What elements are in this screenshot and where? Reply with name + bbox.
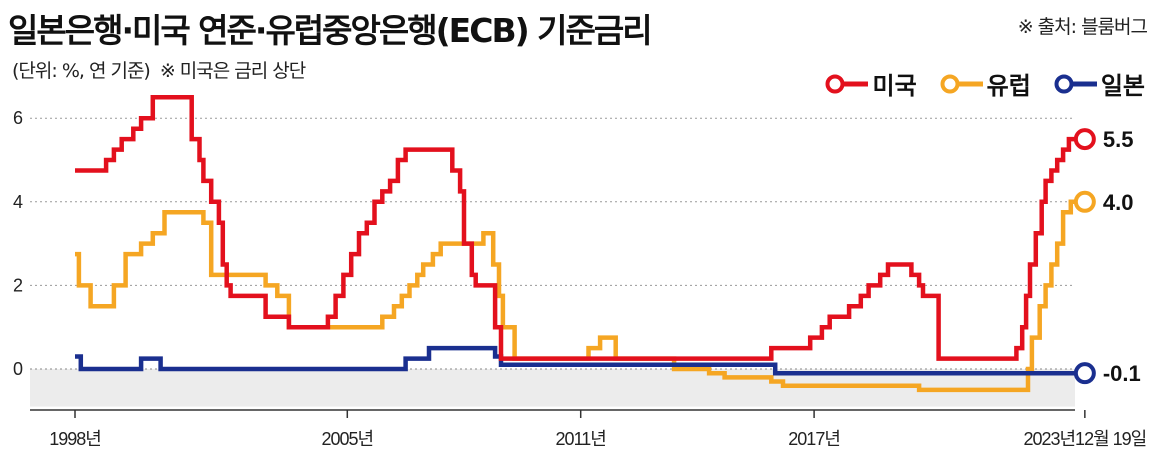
end-value-label: 5.5 (1103, 127, 1134, 152)
end-marker-icon (1073, 190, 1096, 213)
end-value-label: 4.0 (1103, 190, 1134, 215)
chart-title: 일본은행·미국 연준·유럽중앙은행(ECB) 기준금리 (8, 11, 653, 50)
series-lines (75, 95, 1085, 393)
y-tick-label: 2 (13, 275, 23, 295)
y-tick-label: 4 (13, 192, 23, 212)
legend-item-eu: 유럽 (939, 66, 1031, 101)
x-tick-label: 2005년 (321, 429, 373, 449)
legend-label: 유럽 (986, 72, 1031, 100)
y-axis: 0 2 4 6 (13, 108, 23, 379)
y-tick-label: 0 (13, 359, 23, 379)
legend-item-jp: 일본 (1053, 66, 1145, 101)
legend-label: 미국 (872, 72, 917, 100)
legend-marker-icon (940, 74, 983, 93)
legend-marker-icon (1054, 74, 1097, 93)
y-tick-label: 6 (13, 108, 23, 128)
source-note: ※ 출처: 블룸버그 (1017, 16, 1148, 38)
end-marker-icon (1073, 128, 1096, 151)
chart-subtitle: (단위: %, 연 기준) ※ 미국은 금리 상단 (12, 56, 306, 83)
x-axis: 1998년 2005년 2011년 2017년 2023년12월 19일 (49, 410, 1147, 449)
series-line-2 (75, 345, 1085, 376)
x-tick-label: 2023년12월 19일 (1023, 429, 1146, 449)
legend: 미국 유럽 일본 (824, 66, 1145, 101)
end-marker-icon (1073, 362, 1096, 385)
series-line-1 (75, 199, 1085, 393)
us-note: ※ 미국은 금리 상단 (159, 60, 306, 82)
legend-label: 일본 (1100, 72, 1145, 100)
x-tick-label: 2017년 (788, 429, 840, 449)
series-line-0 (75, 95, 1085, 361)
legend-marker-icon (825, 74, 869, 93)
unit-label: (단위: %, 연 기준) (12, 60, 151, 82)
x-tick-label: 1998년 (49, 429, 101, 449)
legend-item-us: 미국 (824, 66, 917, 101)
end-markers: 5.5 4.0 -0.1 (1073, 127, 1141, 386)
x-tick-label: 2011년 (556, 429, 606, 449)
end-value-label: -0.1 (1103, 361, 1141, 386)
